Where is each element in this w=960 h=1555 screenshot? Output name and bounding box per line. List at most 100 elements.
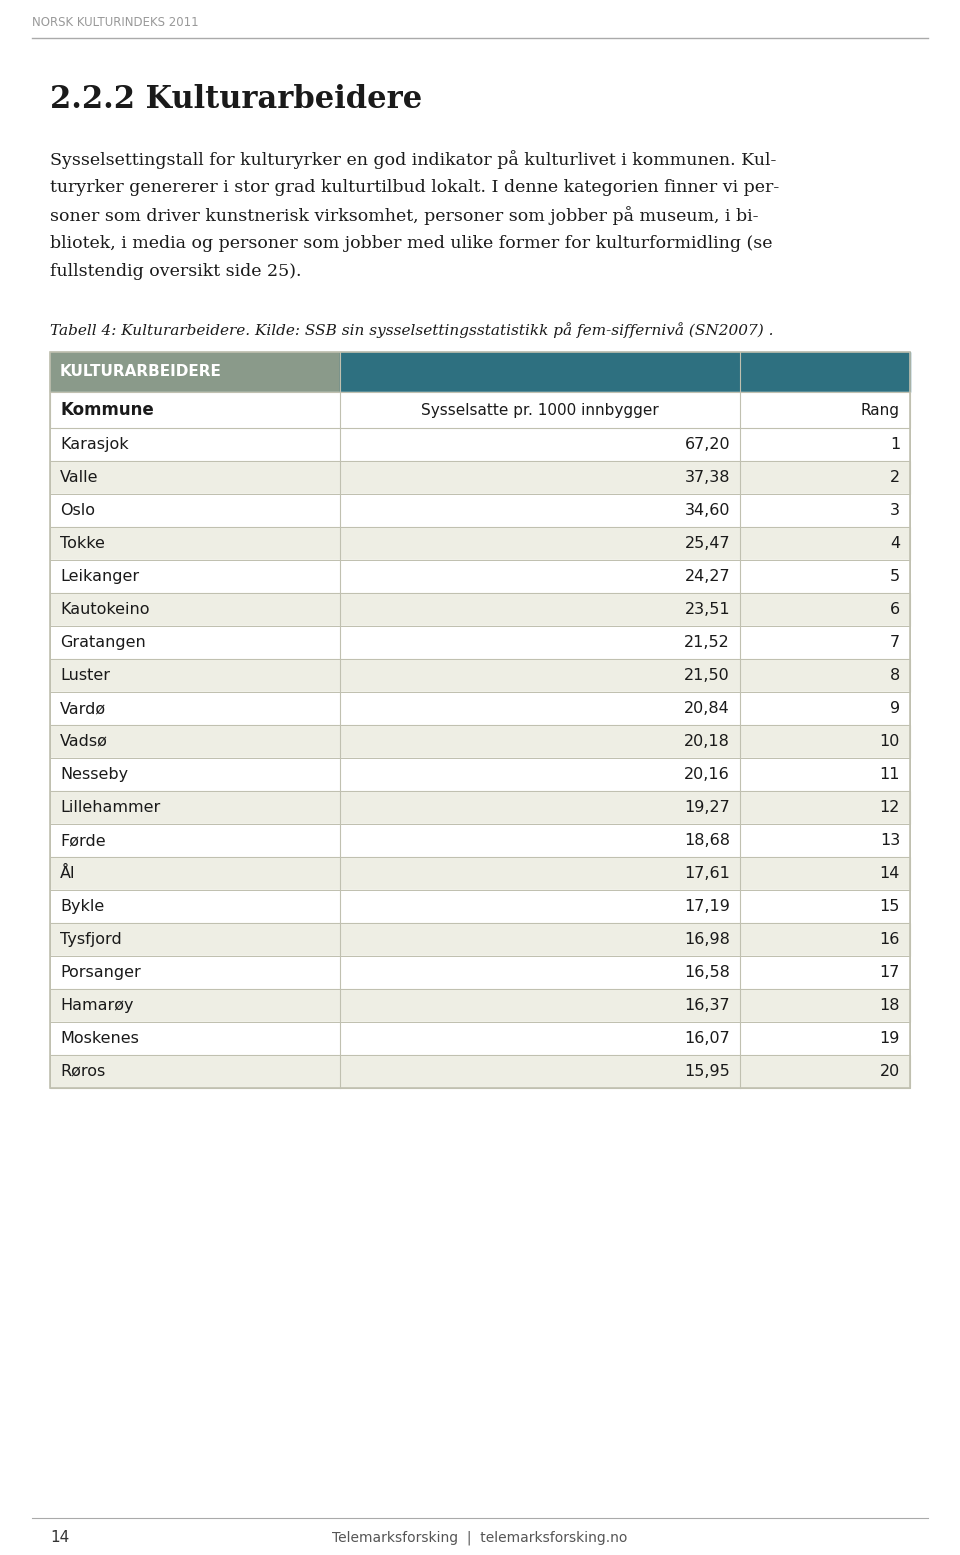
Text: Kommune: Kommune xyxy=(60,401,154,418)
Text: Vardø: Vardø xyxy=(60,701,107,715)
Text: 20,18: 20,18 xyxy=(684,734,730,750)
Text: 21,50: 21,50 xyxy=(684,669,730,683)
Text: 19,27: 19,27 xyxy=(684,799,730,815)
Text: soner som driver kunstnerisk virksomhet, personer som jobber på museum, i bi-: soner som driver kunstnerisk virksomhet,… xyxy=(50,207,758,225)
Text: Vadsø: Vadsø xyxy=(60,734,108,750)
Bar xyxy=(50,592,910,627)
Text: Tabell 4: Kulturarbeidere. Kilde: SSB sin sysselsettingsstatistikk på fem-siffer: Tabell 4: Kulturarbeidere. Kilde: SSB si… xyxy=(50,322,774,337)
Text: bliotek, i media og personer som jobber med ulike former for kulturformidling (s: bliotek, i media og personer som jobber … xyxy=(50,235,773,252)
Bar xyxy=(50,428,910,460)
Text: 23,51: 23,51 xyxy=(684,602,730,617)
Bar xyxy=(50,392,910,428)
Bar xyxy=(50,460,910,494)
Text: Porsanger: Porsanger xyxy=(60,966,141,980)
Text: Kautokeino: Kautokeino xyxy=(60,602,150,617)
Text: 18,68: 18,68 xyxy=(684,833,730,847)
Text: turyrker genererer i stor grad kulturtilbud lokalt. I denne kategorien finner vi: turyrker genererer i stor grad kulturtil… xyxy=(50,179,780,196)
Bar xyxy=(50,1022,910,1054)
Bar xyxy=(50,428,910,460)
Text: Røros: Røros xyxy=(60,1064,106,1079)
Text: Sysselsatte pr. 1000 innbygger: Sysselsatte pr. 1000 innbygger xyxy=(421,403,659,417)
Bar xyxy=(50,725,910,757)
Text: 13: 13 xyxy=(879,833,900,847)
Text: 24,27: 24,27 xyxy=(684,569,730,585)
Bar xyxy=(50,989,910,1022)
Bar xyxy=(50,460,910,494)
Bar xyxy=(50,527,910,560)
Bar xyxy=(50,494,910,527)
Bar xyxy=(50,1054,910,1088)
Text: 17: 17 xyxy=(879,966,900,980)
Text: 19: 19 xyxy=(879,1031,900,1047)
Text: Oslo: Oslo xyxy=(60,502,95,518)
Text: 8: 8 xyxy=(890,669,900,683)
Text: Leikanger: Leikanger xyxy=(60,569,139,585)
Bar xyxy=(50,757,910,791)
Bar xyxy=(50,725,910,757)
Text: 16: 16 xyxy=(879,931,900,947)
Bar xyxy=(50,791,910,824)
Text: 16,07: 16,07 xyxy=(684,1031,730,1047)
Text: Tokke: Tokke xyxy=(60,536,105,550)
Text: 16,58: 16,58 xyxy=(684,966,730,980)
Text: 37,38: 37,38 xyxy=(684,470,730,485)
Bar xyxy=(50,351,910,1088)
Text: Moskenes: Moskenes xyxy=(60,1031,139,1047)
Bar xyxy=(50,956,910,989)
Bar xyxy=(50,791,910,824)
Text: 10: 10 xyxy=(879,734,900,750)
Text: NORSK KULTURINDEKS 2011: NORSK KULTURINDEKS 2011 xyxy=(32,16,199,28)
Bar xyxy=(50,692,910,725)
Bar xyxy=(50,824,910,857)
Bar xyxy=(50,1022,910,1054)
Bar xyxy=(50,351,340,392)
Bar xyxy=(50,857,910,889)
Text: 5: 5 xyxy=(890,569,900,585)
Text: 17,61: 17,61 xyxy=(684,866,730,882)
Text: Gratangen: Gratangen xyxy=(60,634,146,650)
Bar xyxy=(50,494,910,527)
Text: Ål: Ål xyxy=(60,866,76,882)
Text: 15,95: 15,95 xyxy=(684,1064,730,1079)
Text: 34,60: 34,60 xyxy=(684,502,730,518)
Text: 16,98: 16,98 xyxy=(684,931,730,947)
Text: 2.2.2 Kulturarbeidere: 2.2.2 Kulturarbeidere xyxy=(50,84,422,115)
Bar xyxy=(50,560,910,592)
Text: 14: 14 xyxy=(879,866,900,882)
Text: 15: 15 xyxy=(879,899,900,914)
Bar xyxy=(50,757,910,791)
Bar xyxy=(50,392,910,428)
Text: 2: 2 xyxy=(890,470,900,485)
Text: Karasjok: Karasjok xyxy=(60,437,129,453)
Text: 9: 9 xyxy=(890,701,900,715)
Bar xyxy=(50,527,910,560)
Text: Luster: Luster xyxy=(60,669,110,683)
Text: Rang: Rang xyxy=(861,403,900,417)
Text: Førde: Førde xyxy=(60,833,106,847)
Bar xyxy=(50,889,910,924)
Bar xyxy=(50,989,910,1022)
Text: 18: 18 xyxy=(879,998,900,1012)
Bar xyxy=(50,592,910,627)
Text: 16,37: 16,37 xyxy=(684,998,730,1012)
Text: 6: 6 xyxy=(890,602,900,617)
Text: Hamarøy: Hamarøy xyxy=(60,998,133,1012)
Bar xyxy=(50,560,910,592)
Bar xyxy=(50,1054,910,1088)
Text: Sysselsettingstall for kulturyrker en god indikator på kulturlivet i kommunen. K: Sysselsettingstall for kulturyrker en go… xyxy=(50,151,777,169)
Text: 20,16: 20,16 xyxy=(684,767,730,782)
Text: Telemarksforsking  |  telemarksforsking.no: Telemarksforsking | telemarksforsking.no xyxy=(332,1530,628,1546)
Bar xyxy=(50,924,910,956)
Text: 4: 4 xyxy=(890,536,900,550)
Text: 17,19: 17,19 xyxy=(684,899,730,914)
Bar xyxy=(340,351,910,392)
Text: KULTURARBEIDERE: KULTURARBEIDERE xyxy=(60,364,222,379)
Bar xyxy=(50,659,910,692)
Text: 20: 20 xyxy=(879,1064,900,1079)
Bar xyxy=(50,857,910,889)
Text: 7: 7 xyxy=(890,634,900,650)
Text: 3: 3 xyxy=(890,502,900,518)
Text: 12: 12 xyxy=(879,799,900,815)
Bar xyxy=(50,889,910,924)
Text: 11: 11 xyxy=(879,767,900,782)
